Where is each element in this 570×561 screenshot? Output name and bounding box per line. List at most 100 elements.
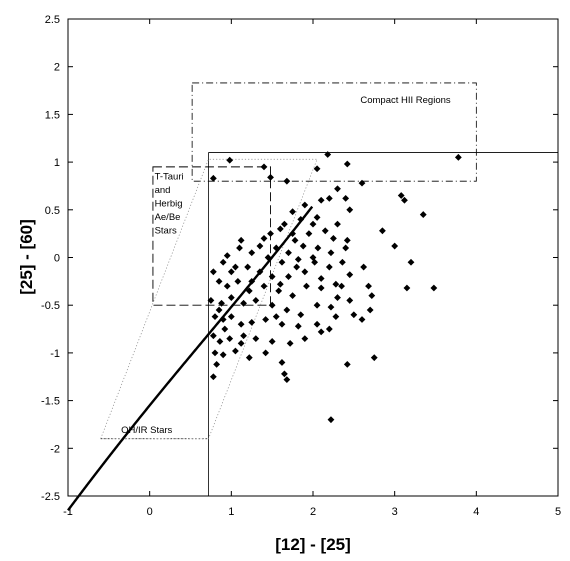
data-point-57 (332, 280, 340, 288)
data-point-90 (237, 320, 245, 328)
model-curve (67, 205, 314, 512)
data-point-84 (327, 303, 335, 311)
guide-layer (100, 152, 558, 496)
data-point-56 (317, 275, 325, 282)
data-point-18 (289, 208, 296, 216)
data-point-70 (346, 297, 354, 304)
data-point-97 (358, 316, 366, 323)
data-point-54 (285, 273, 292, 280)
data-point-107 (211, 349, 219, 357)
data-point-50 (232, 263, 239, 271)
y-tick-label-9: 2 (54, 62, 60, 74)
data-point-3 (267, 173, 274, 181)
data-point-49 (219, 258, 227, 266)
data-point-6 (313, 165, 321, 173)
data-point-25 (289, 230, 296, 238)
x-tick-label-4: 3 (392, 506, 398, 518)
region-layer (100, 82, 477, 440)
data-point-119 (327, 416, 335, 424)
data-point-108 (219, 351, 227, 359)
data-point-125 (272, 313, 280, 321)
data-point-60 (215, 277, 223, 285)
data-point-65 (275, 287, 283, 295)
data-point-86 (366, 306, 374, 314)
x-tick-label-1: 0 (147, 506, 153, 518)
data-point-122 (248, 277, 256, 285)
data-point-39 (237, 236, 245, 244)
data-point-11 (342, 194, 350, 202)
data-point-20 (297, 215, 305, 223)
data-point-23 (334, 220, 341, 228)
data-point-12 (358, 179, 366, 187)
data-point-42 (278, 258, 286, 266)
data-point-17 (301, 201, 309, 209)
ttauri-label-line-3: Ae/Be (155, 212, 181, 223)
data-point-22 (346, 206, 354, 214)
data-point-51 (244, 263, 252, 271)
data-point-59 (209, 268, 217, 276)
curve-layer (67, 205, 314, 512)
data-point-89 (227, 313, 235, 321)
data-point-87 (211, 313, 219, 321)
data-point-33 (285, 249, 292, 257)
data-point-114 (209, 373, 217, 381)
data-point-34 (299, 242, 307, 250)
data-point-124 (236, 244, 243, 252)
data-point-32 (272, 244, 280, 252)
data-point-31 (260, 235, 268, 242)
data-point-130 (276, 280, 284, 288)
data-point-38 (391, 242, 399, 250)
data-point-121 (227, 268, 235, 276)
ttauri-label-line-2: Herbig (155, 198, 183, 209)
data-point-7 (343, 160, 351, 168)
data-point-69 (334, 294, 341, 301)
data-point-88 (219, 316, 227, 323)
y-tick-label-8: 1.5 (45, 109, 60, 121)
data-point-40 (248, 249, 256, 257)
ttauri-label-line-1: and (155, 185, 171, 196)
data-point-96 (325, 325, 333, 333)
data-point-26 (305, 230, 313, 238)
data-point-37 (342, 244, 350, 252)
data-point-29 (379, 227, 386, 235)
data-point-28 (330, 235, 337, 242)
data-point-47 (407, 258, 415, 266)
data-point-63 (245, 287, 253, 295)
data-point-118 (370, 354, 378, 362)
data-point-64 (260, 282, 268, 290)
data-point-85 (350, 311, 358, 319)
data-point-76 (218, 299, 225, 307)
region-label-layer: Compact HII Regions T-Tauri and Herbig Ae/Be… (121, 95, 451, 436)
data-point-71 (365, 282, 372, 290)
data-point-83 (313, 301, 321, 309)
data-point-120 (215, 306, 223, 314)
data-point-131 (338, 282, 345, 290)
data-point-133 (267, 230, 274, 238)
data-point-113 (213, 360, 221, 368)
data-point-10 (325, 194, 333, 202)
data-point-103 (268, 338, 276, 345)
data-point-55 (301, 268, 309, 276)
data-point-9 (334, 185, 341, 193)
data-point-75 (207, 297, 215, 304)
data-point-106 (317, 328, 325, 336)
data-point-132 (240, 332, 247, 340)
compact-hii-region-box (191, 82, 477, 182)
y-tick-label-10: 2.5 (45, 14, 60, 26)
data-point-52 (256, 268, 264, 276)
data-point-82 (297, 311, 305, 319)
data-point-2 (260, 163, 268, 171)
data-point-35 (314, 244, 322, 252)
data-point-99 (216, 338, 224, 345)
data-point-129 (256, 242, 264, 250)
data-point-41 (264, 254, 272, 261)
x-tick-label-2: 1 (228, 506, 234, 518)
data-point-46 (339, 258, 346, 266)
data-point-95 (313, 320, 321, 328)
data-point-123 (223, 252, 231, 259)
data-point-111 (262, 349, 270, 357)
data-point-30 (343, 236, 351, 244)
data-point-102 (252, 335, 260, 342)
y-tick-label-2: -1.5 (41, 396, 60, 408)
y-tick-label-5: 0 (54, 253, 60, 265)
